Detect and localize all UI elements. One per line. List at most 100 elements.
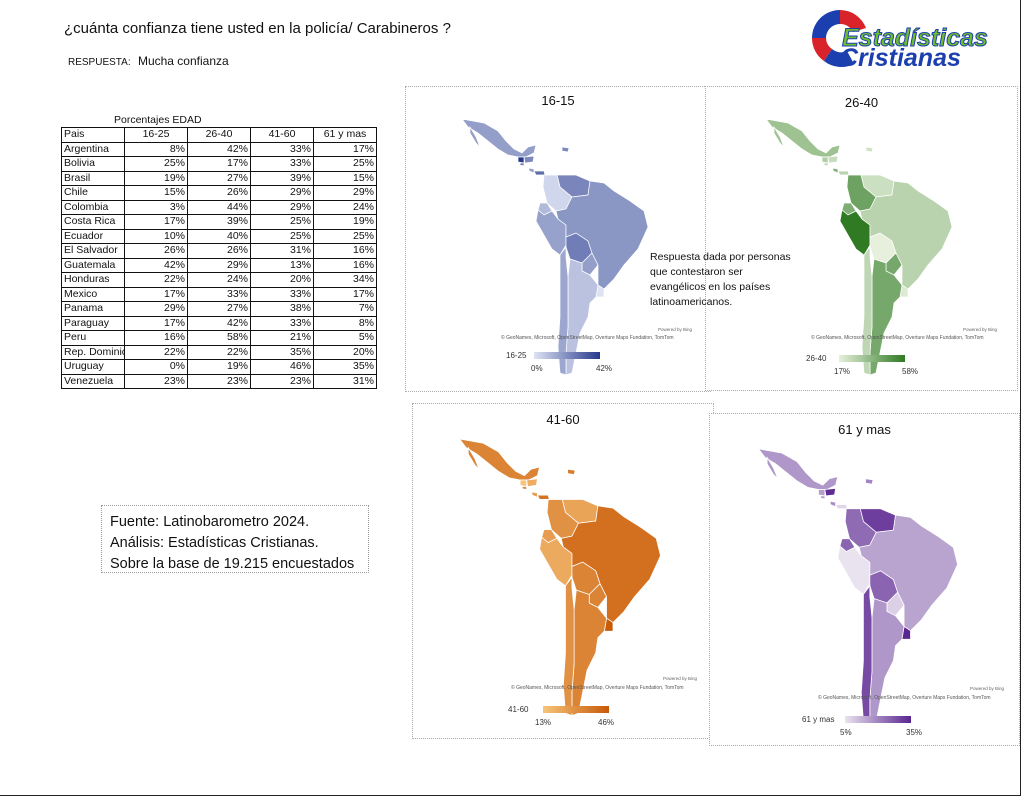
percent-cell: 29% (313, 185, 377, 201)
country-costa-rica (829, 500, 836, 508)
choropleth-map (458, 438, 661, 716)
percent-cell: 22% (187, 344, 251, 360)
response-value: Mucha confianza (137, 54, 229, 68)
percent-cell: 16% (313, 243, 377, 259)
table-row: Uruguay 0% 19% 46% 35% (61, 359, 377, 375)
legend-min-value: 5% (840, 728, 852, 737)
legend-name: 61 y mas (802, 715, 835, 724)
country-dominican-republic (865, 146, 874, 153)
percent-cell: 20% (250, 272, 314, 288)
percent-cell: 40% (187, 228, 251, 244)
table-row: Rep. Dominicana22%22%35%20% (61, 344, 377, 360)
country-cell: Mexico (61, 286, 125, 302)
table-row: Mexico 17% 33% 33% 17% (61, 286, 377, 302)
country-costa-rica (832, 167, 839, 174)
country-cell: El Salvador (61, 243, 125, 259)
country-cell: Argentina (61, 141, 125, 157)
choropleth-map (757, 448, 958, 724)
country-cell: Colombia (61, 199, 125, 215)
percent-cell: 25% (313, 156, 377, 172)
response-key: RESPUESTA: (68, 57, 131, 68)
table-header-cell: 41-60 (250, 127, 314, 143)
percent-cell: 24% (313, 199, 377, 215)
percent-cell: 19% (187, 359, 251, 375)
country-honduras (526, 478, 538, 487)
percent-cell: 35% (250, 344, 314, 360)
legend-name: 26-40 (806, 354, 827, 363)
legend-max-value: 42% (596, 364, 613, 373)
percent-cell: 26% (124, 243, 188, 259)
percent-cell: 22% (124, 272, 188, 288)
legend-name: 41-60 (508, 705, 529, 714)
percent-cell: 42% (124, 257, 188, 273)
country-cell: Chile (61, 185, 125, 201)
country-guatemala (818, 489, 826, 497)
percent-cell: 26% (187, 243, 251, 259)
percent-cell: 58% (187, 330, 251, 346)
table-header-cell: Pais (61, 127, 125, 143)
country-dominican-republic (567, 468, 576, 476)
explanatory-note: Respuesta dada por personas que contesta… (650, 251, 791, 308)
map-panel-41-60: 41-60 Powered by Bing © GeoNames, Microso… (412, 403, 714, 739)
percent-cell: 23% (250, 373, 314, 389)
country-cell: Venezuela (61, 373, 125, 389)
percent-cell: 33% (250, 315, 314, 331)
percentages-table: Pais 16-25 26-40 41-60 61 y mas Argentina 8% 42… (61, 127, 377, 389)
table-header-cell: 26-40 (187, 127, 251, 143)
table-row: Bolivia 25% 17% 33% 25% (61, 156, 377, 172)
percent-cell: 26% (187, 185, 251, 201)
map-title: 61 y mas (838, 422, 891, 437)
legend-min-value: 0% (531, 364, 543, 373)
choropleth-map (765, 118, 953, 376)
table-row: Chile 15% 26% 29% 29% (61, 185, 377, 201)
map-panel-61-y-mas: 61 y mas Powered by Bing © GeoNames, Micr… (709, 413, 1020, 746)
percent-cell: 0% (124, 359, 188, 375)
percent-cell: 31% (313, 373, 377, 389)
country-el-salvador (519, 162, 525, 167)
percent-cell: 38% (250, 301, 314, 317)
country-costa-rica (531, 491, 538, 498)
table-row: Honduras 22% 24% 20% 34% (61, 272, 377, 288)
legend-gradient-bar (839, 355, 905, 362)
table-header-cell: 16-25 (124, 127, 188, 143)
table-header-row: Pais 16-25 26-40 41-60 61 y mas (61, 127, 377, 143)
legend-max-value: 35% (906, 728, 923, 737)
table-header-cell: 61 y mas (313, 127, 377, 143)
percent-cell: 25% (124, 156, 188, 172)
percent-cell: 33% (250, 286, 314, 302)
country-argentina (571, 589, 607, 716)
map-attribution: © GeoNames, Microsoft, OpenStreetMap, Ov… (818, 695, 991, 701)
country-cell: Honduras (61, 272, 125, 288)
percent-cell: 17% (124, 286, 188, 302)
percent-cell: 16% (124, 330, 188, 346)
country-chile (861, 245, 873, 376)
map-panel-16-25: 16-15 Powered by Bing © GeoNames, Microso… (405, 86, 711, 392)
legend-max-value: 58% (902, 367, 919, 376)
percent-cell: 7% (313, 301, 377, 317)
country-chile (562, 576, 575, 716)
source-line-2: Análisis: Estadísticas Cristianas. (110, 535, 319, 551)
table-row: Colombia 3% 44% 29% 24% (61, 199, 377, 215)
country-honduras (827, 155, 839, 164)
percent-cell: 23% (124, 373, 188, 389)
percent-cell: 17% (124, 214, 188, 230)
percent-cell: 39% (250, 170, 314, 186)
legend-max-value: 46% (598, 718, 615, 727)
country-el-salvador (521, 486, 527, 491)
percent-cell: 17% (124, 315, 188, 331)
percent-cell: 42% (187, 315, 251, 331)
country-cell: Brasil (61, 170, 125, 186)
table-row: El Salvador 26% 26% 31% 16% (61, 243, 377, 259)
percent-cell: 31% (250, 243, 314, 259)
powered-by-bing: Powered by Bing (963, 327, 998, 332)
source-box: Fuente: Latinobarometro 2024. Análisis: … (101, 505, 369, 573)
map-title: 16-15 (541, 93, 575, 108)
percent-cell: 25% (250, 228, 314, 244)
percent-cell: 27% (187, 170, 251, 186)
table-row: Panama 29% 27% 38% 7% (61, 301, 377, 317)
country-panama (536, 494, 550, 500)
country-cell: Uruguay (61, 359, 125, 375)
country-argentina (869, 598, 905, 724)
legend-gradient-bar (543, 706, 609, 713)
